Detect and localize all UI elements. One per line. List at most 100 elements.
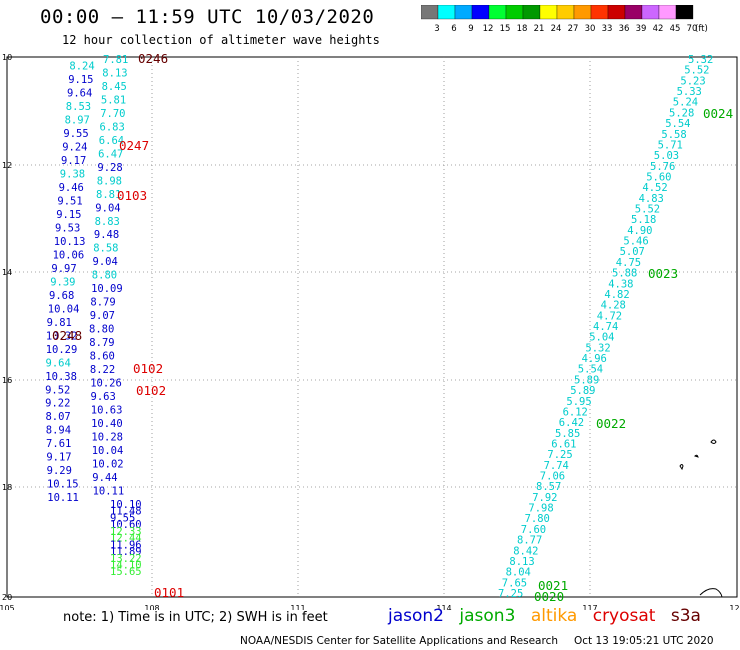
swh-value: 8.45	[102, 81, 127, 93]
swh-value: 4.38	[608, 278, 633, 290]
altimeter-tracks: 7.81 8.24 8.13 9.15 8.45 9.64 5.81 8.53 7.70 8.97…	[45, 54, 713, 600]
colorbar-label: 21	[534, 24, 545, 34]
swh-value: 8.22	[90, 364, 115, 376]
swh-value: 10.02	[92, 458, 124, 470]
swh-value: 8.79	[89, 337, 114, 349]
swh-value: 8.80	[89, 324, 114, 336]
swh-value: 9.55	[110, 512, 135, 524]
swh-value: 5.60	[646, 171, 671, 183]
swh-value: 7.61	[46, 438, 71, 450]
swh-value: 8.53	[66, 101, 91, 113]
lat-tick-label: 12	[2, 161, 12, 170]
swh-value: 13.22	[110, 553, 142, 565]
legend-cryosat: cryosat	[592, 606, 656, 626]
swh-value: 10.09	[91, 283, 123, 295]
swh-value: 7.92	[532, 492, 557, 504]
colorbar-label: 27	[568, 24, 579, 34]
swh-value: 8.79	[90, 297, 115, 309]
lon-tick-label: 105	[0, 604, 15, 610]
swh-value: 8.58	[93, 243, 118, 255]
swh-value: 9.39	[50, 276, 75, 288]
map-subtitle: 12 hour collection of altimeter wave hei…	[62, 33, 380, 47]
swh-value: 6.47	[98, 148, 123, 160]
swh-value: 5.58	[661, 129, 686, 141]
swh-value: 9.48	[94, 229, 119, 241]
colorbar-label: 24	[551, 24, 562, 34]
pass-number-label: 0248	[52, 328, 82, 343]
swh-value: 6.83	[100, 121, 125, 133]
swh-value: 10.11	[93, 485, 125, 497]
swh-value: 5.85	[555, 428, 580, 440]
swh-value: 6.12	[563, 406, 588, 418]
swh-value: 8.97	[65, 115, 90, 127]
swh-value: 7.80	[525, 513, 550, 525]
swh-value: 9.97	[51, 263, 76, 275]
pass-labels: 0246 0247 0103 0248 0102 0102 0101 0024 0023 0022…	[52, 51, 733, 604]
swh-value: 7.81	[103, 54, 128, 66]
lat-tick-label: 18	[2, 483, 12, 492]
swh-value: 11.96	[110, 539, 142, 551]
footer-credit: NOAA/NESDIS Center for Satellite Applica…	[240, 635, 558, 647]
swh-value: 7.98	[528, 503, 553, 515]
swh-value: 5.32	[688, 54, 713, 66]
swh-value: 5.95	[566, 396, 591, 408]
swh-value: 12.33	[110, 526, 142, 538]
swh-value: 5.54	[578, 364, 603, 376]
pass-number-label: 0247	[119, 138, 149, 153]
swh-value: 5.04	[589, 332, 614, 344]
colorbar-label: 36	[619, 24, 630, 34]
pass-number-label: 0101	[154, 585, 184, 600]
swh-value: 15.65	[110, 566, 142, 578]
swh-value: 9.51	[57, 196, 82, 208]
swh-value: 9.17	[46, 452, 71, 464]
swh-value: 7.06	[540, 471, 565, 483]
colorbar-label: 6	[451, 24, 456, 34]
swh-value: 11.48	[110, 506, 142, 518]
swh-value: 9.81	[47, 317, 72, 329]
swh-value: 5.89	[574, 374, 599, 386]
lon-tick-label: 114	[436, 604, 451, 610]
swh-value: 6.61	[551, 438, 576, 450]
swh-value: 5.07	[620, 246, 645, 258]
swh-value: 5.81	[101, 94, 126, 106]
pass-number-label: 0020	[534, 589, 564, 604]
swh-value: 8.80	[92, 270, 117, 282]
colorbar-label: 33	[602, 24, 613, 34]
swh-value: 8.57	[536, 481, 561, 493]
swh-value: 4.74	[593, 321, 618, 333]
swh-value: 8.13	[102, 67, 127, 79]
colorbar-label: 30	[585, 24, 596, 34]
swh-value: 9.15	[56, 209, 81, 221]
lat-tick-label: 16	[2, 376, 12, 385]
island-outline	[679, 464, 684, 471]
swh-value: 8.07	[45, 411, 70, 423]
map-frame	[6, 56, 738, 598]
swh-value: 10.10	[110, 499, 142, 511]
colorbar-label: 39	[636, 24, 647, 34]
swh-value: 5.03	[654, 150, 679, 162]
swh-value: 8.83	[95, 216, 120, 228]
swh-value: 5.46	[623, 236, 648, 248]
swh-value: 9.04	[95, 202, 120, 214]
colorbar-label: 12	[483, 24, 494, 34]
island-outline	[694, 454, 699, 458]
swh-value: 9.07	[90, 310, 115, 322]
swh-value: 10.26	[90, 378, 122, 390]
swh-value: 8.81	[96, 189, 121, 201]
pass-number-label: 0103	[117, 188, 147, 203]
swh-value: 9.64	[46, 357, 71, 369]
swh-value: 10.13	[54, 236, 86, 248]
pass-number-label: 0102	[133, 361, 163, 376]
footer-timestamp: Oct 13 19:05:21 UTC 2020	[574, 635, 714, 647]
swh-value: 9.24	[62, 142, 87, 154]
swh-value: 4.82	[604, 289, 629, 301]
coastline-islands	[679, 439, 723, 598]
swh-value: 8.98	[97, 175, 122, 187]
swh-value: 5.28	[669, 107, 694, 119]
swh-value: 7.74	[544, 460, 569, 472]
swh-value: 10.32	[46, 330, 78, 342]
swh-value: 6.64	[99, 135, 124, 147]
legend-jason3: jason3	[459, 606, 516, 626]
swh-value: 4.75	[616, 257, 641, 269]
pass-number-label: 0023	[648, 266, 678, 281]
